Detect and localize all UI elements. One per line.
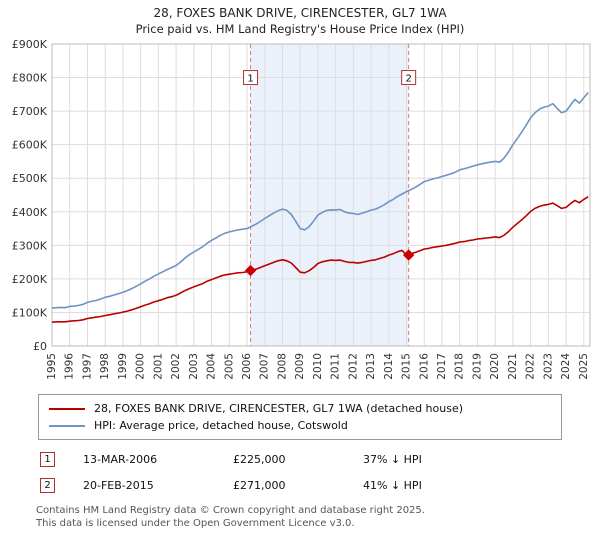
sale-number-label: 1 <box>247 74 253 85</box>
x-axis-tick-label: 1999 <box>117 353 129 380</box>
y-axis-tick-label: £700K <box>12 105 48 118</box>
footer-line-1: Contains HM Land Registry data © Crown c… <box>36 505 425 516</box>
sale-price: £225,000 <box>233 453 286 466</box>
x-axis-tick-label: 2018 <box>454 353 466 380</box>
legend-line-sample <box>49 424 85 427</box>
sale-point-marker <box>403 249 415 261</box>
x-axis-tick-label: 2008 <box>276 353 288 380</box>
legend-item: 28, FOXES BANK DRIVE, CIRENCESTER, GL7 1… <box>49 400 551 417</box>
sale-number-box <box>243 70 259 86</box>
legend: 28, FOXES BANK DRIVE, CIRENCESTER, GL7 1… <box>38 394 562 440</box>
chart-subtitle: Price paid vs. HM Land Registry's House … <box>135 22 465 36</box>
x-axis-tick-label: 2020 <box>489 353 501 380</box>
sale-hpi-delta: 37% ↓ HPI <box>363 453 422 466</box>
y-axis-tick-label: £500K <box>12 172 48 185</box>
x-axis-tick-label: 2004 <box>206 353 218 380</box>
x-axis-tick-label: 2001 <box>152 353 164 380</box>
x-axis-tick-label: 2021 <box>507 353 519 380</box>
legend-item: HPI: Average price, detached house, Cots… <box>49 417 551 434</box>
price-chart: 1995 1996 1997 1998 1999 2000 2001 2002 2003 2004… <box>12 38 591 380</box>
footer-line-2: This data is licensed under the Open Gov… <box>36 518 355 529</box>
legend-label: HPI: Average price, detached house, Cots… <box>94 419 348 432</box>
x-axis-tick-label: 2000 <box>135 353 147 380</box>
x-axis-tick-label: 2016 <box>418 353 430 380</box>
x-axis-tick-label: 2014 <box>383 353 395 380</box>
y-axis-tick-label: £800K <box>12 72 48 85</box>
y-axis-tick-label: £0 <box>33 340 47 353</box>
sale-annotations: 1 13-MAR-2006 £225,000 37% ↓ HPI 2 20-FEB-201… <box>40 452 600 493</box>
x-axis-tick-label: 2022 <box>525 353 537 380</box>
x-axis-tick-label: 1998 <box>99 353 111 380</box>
x-axis-tick-label: 2023 <box>542 353 554 380</box>
sale-period-band <box>250 44 409 346</box>
footer: Contains HM Land Registry data © Crown c… <box>36 504 600 530</box>
sale-number-box <box>401 70 417 86</box>
x-axis-tick-label: 2003 <box>188 353 200 380</box>
sale-number-label: 2 <box>405 74 411 85</box>
sale-annotation-row: 1 13-MAR-2006 £225,000 37% ↓ HPI <box>40 452 600 467</box>
x-axis-tick-label: 2006 <box>241 353 253 380</box>
x-axis-tick-label: 2017 <box>436 353 448 380</box>
y-axis-tick-label: £600K <box>12 139 48 152</box>
y-axis-tick-label: £400K <box>12 206 48 219</box>
x-axis-tick-label: 2009 <box>294 353 306 380</box>
y-axis-tick-label: £200K <box>12 273 48 286</box>
x-axis-tick-label: 2024 <box>560 353 572 380</box>
y-axis-tick-label: £100K <box>12 306 48 319</box>
x-axis-tick-label: 2019 <box>471 353 483 380</box>
sale-annotation-row: 2 20-FEB-2015 £271,000 41% ↓ HPI <box>40 478 600 493</box>
sale-date: 20-FEB-2015 <box>83 479 154 492</box>
x-axis-tick-label: 2005 <box>223 353 235 380</box>
sale-hpi-delta: 41% ↓ HPI <box>363 479 422 492</box>
price-paid-series-line <box>51 196 589 323</box>
x-axis-tick-label: 1996 <box>64 353 76 380</box>
hpi-series-line <box>51 92 589 309</box>
chart-title: 28, FOXES BANK DRIVE, CIRENCESTER, GL7 1… <box>153 6 447 20</box>
sale-date: 13-MAR-2006 <box>83 453 158 466</box>
x-axis-tick-label: 2015 <box>401 353 413 380</box>
x-axis-tick-label: 2007 <box>259 353 271 380</box>
sale-price: £271,000 <box>233 479 286 492</box>
x-axis-tick-label: 2011 <box>330 353 342 380</box>
x-axis-tick-label: 2013 <box>365 353 377 380</box>
sale-point-marker <box>244 264 257 277</box>
sale-number-badge: 2 <box>40 478 55 493</box>
x-axis-tick-label: 1995 <box>46 353 58 380</box>
y-axis-tick-label: £300K <box>12 239 48 252</box>
x-axis-tick-label: 1997 <box>81 353 93 380</box>
x-axis-tick-label: 2012 <box>347 353 359 380</box>
chart-header: 28, FOXES BANK DRIVE, CIRENCESTER, GL7 1… <box>0 0 600 36</box>
x-axis-tick-label: 2002 <box>170 353 182 380</box>
legend-line-sample <box>49 407 85 410</box>
sale-number-badge: 1 <box>40 452 55 467</box>
y-axis-tick-label: £900K <box>12 38 48 51</box>
plot-border <box>51 43 591 347</box>
x-axis-tick-label: 2010 <box>312 353 324 380</box>
x-axis-tick-label: 2025 <box>578 353 590 380</box>
legend-label: 28, FOXES BANK DRIVE, CIRENCESTER, GL7 1… <box>94 402 464 415</box>
